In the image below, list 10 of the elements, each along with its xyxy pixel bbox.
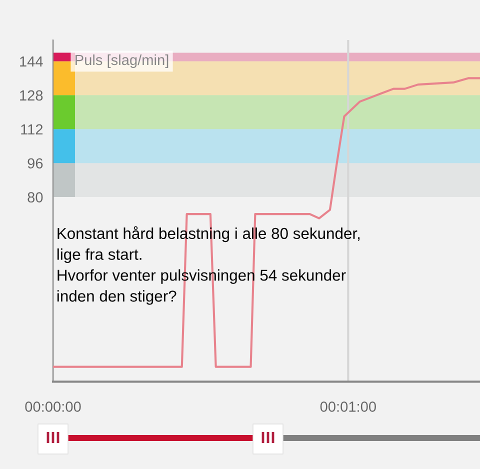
y-tick-label: 80: [28, 192, 43, 202]
line-series: [53, 77, 480, 368]
annotation: Konstant hård belastning i alle 80 sekunder, lige fra start. Hvorfor venter pulsvisningen 54 sekunder inden den stiger?: [57, 226, 360, 305]
x-tick-label: 00:00:00: [25, 402, 81, 412]
y-axis-title: Puls [slag/min]: [76, 54, 168, 68]
y-tick-label: 112: [21, 124, 43, 134]
y-tick-label: 144: [20, 56, 43, 67]
x-tick-label: 00:01:00: [320, 402, 376, 412]
y-tick-label: 96: [28, 158, 43, 169]
y-tick-label: 128: [20, 90, 43, 101]
